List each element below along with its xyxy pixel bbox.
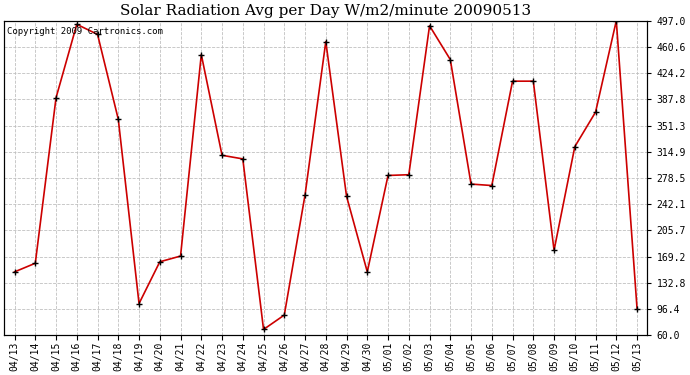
Text: Copyright 2009 Cartronics.com: Copyright 2009 Cartronics.com — [8, 27, 164, 36]
Title: Solar Radiation Avg per Day W/m2/minute 20090513: Solar Radiation Avg per Day W/m2/minute … — [120, 4, 531, 18]
